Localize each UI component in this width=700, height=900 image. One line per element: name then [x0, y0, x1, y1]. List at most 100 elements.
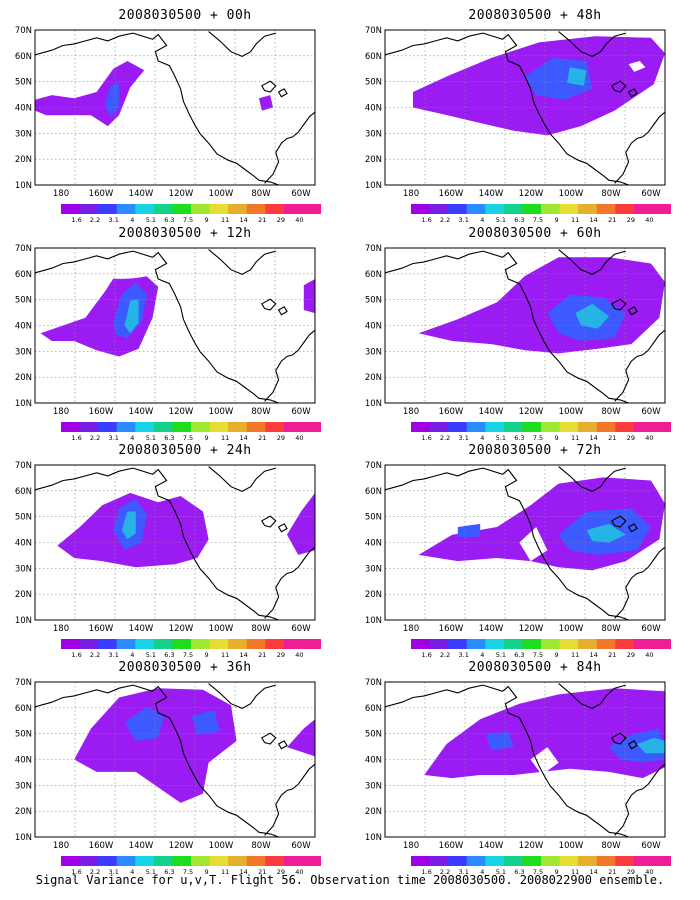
lon-tick-label: 100W	[559, 841, 584, 851]
lon-tick-label: 120W	[519, 624, 544, 634]
colorbar-swatch	[652, 856, 671, 866]
colorbar-swatch	[283, 639, 303, 649]
lon-tick-label: 140W	[479, 189, 504, 199]
colorbar-label: 29	[277, 651, 285, 659]
colorbar-swatch	[228, 422, 248, 432]
lon-tick-label: 80W	[601, 189, 621, 199]
colorbar-swatch	[448, 422, 468, 432]
forecast-panel: 2008030500 + 60h 10N 20N 30N 40N 50N 60N 70N 180…	[365, 226, 700, 442]
lon-tick-label: 120W	[169, 189, 194, 199]
colorbar-label: 29	[627, 651, 635, 659]
map-frame	[34, 29, 316, 186]
colorbar-label: 40	[295, 434, 303, 442]
lon-tick-label: 80W	[251, 407, 271, 417]
low-variance-gap	[628, 61, 646, 72]
colorbar-label: 4	[130, 434, 134, 442]
colorbar-label: 9	[205, 216, 209, 224]
panel-map-svg: 10N 20N 30N 40N 50N 60N 70N 180 160W 140W 120W 100W…	[15, 461, 321, 659]
colorbar-swatch	[283, 856, 303, 866]
lon-tick-label: 100W	[209, 189, 234, 199]
colorbar-swatch	[503, 856, 523, 866]
low-variance-gap	[57, 250, 164, 279]
colorbar-label: 11	[221, 216, 229, 224]
colorbar-swatch	[541, 422, 560, 432]
map-area: 10N 20N 30N 40N 50N 60N 70N 180 160W 140W 120W 100W…	[365, 461, 666, 634]
colorbar-label: 7.5	[533, 868, 543, 876]
forecast-panel: 2008030500 + 12h 10N 20N 30N 40N 50N 60N 70N 180…	[15, 226, 370, 442]
lon-tick-label: 120W	[169, 624, 194, 634]
lat-tick-label: 10N	[365, 399, 382, 409]
colorbar-label: 4	[130, 868, 134, 876]
lat-tick-label: 20N	[365, 155, 382, 165]
colorbar-swatch	[246, 639, 266, 649]
lat-tick-label: 20N	[15, 807, 32, 817]
lon-tick-label: 160W	[89, 407, 114, 417]
colorbar-label: 2.2	[440, 434, 450, 442]
lon-tick-label: 80W	[251, 624, 271, 634]
colorbar-swatch	[485, 204, 505, 214]
colorbar-label: 14	[590, 651, 598, 659]
lat-tick-label: 40N	[365, 756, 382, 766]
colorbar-swatch	[596, 639, 616, 649]
colorbar-label: 2.2	[90, 434, 100, 442]
lat-tick-label: 50N	[15, 78, 32, 88]
colorbar-label: 21	[258, 651, 266, 659]
colorbar-label: 11	[571, 651, 579, 659]
colorbar-label: 1.6	[421, 868, 431, 876]
colorbar-swatch	[135, 422, 155, 432]
lon-tick-label: 80W	[601, 407, 621, 417]
lon-tick-label: 140W	[479, 841, 504, 851]
panel-map-svg: 10N 20N 30N 40N 50N 60N 70N 180 160W 140W 120W 100W…	[15, 678, 321, 876]
colorbar-swatch	[503, 204, 523, 214]
colorbar-label: 40	[645, 868, 653, 876]
colorbar-swatch	[503, 639, 523, 649]
colorbar-label: 3.1	[459, 651, 469, 659]
colorbar-swatch	[615, 204, 635, 214]
colorbar-swatch	[429, 422, 449, 432]
colorbar-swatch	[116, 422, 136, 432]
lat-tick-label: 30N	[365, 781, 382, 791]
panel-map-svg: 10N 20N 30N 40N 50N 60N 70N 180 160W 140W 120W 100W…	[365, 461, 671, 659]
lat-tick-label: 60N	[15, 270, 32, 280]
colorbar-label: 7.5	[533, 216, 543, 224]
colorbar-swatch	[191, 422, 210, 432]
colorbar-label: 5.1	[146, 216, 156, 224]
lat-tick-label: 20N	[365, 373, 382, 383]
colorbar-label: 6.3	[514, 868, 524, 876]
colorbar-label: 9	[205, 651, 209, 659]
colorbar: 1.6 2.2 3.1 4 5.1 6.3 7.5 9 11 14 21 29 40	[61, 639, 321, 659]
lat-tick-label: 30N	[365, 129, 382, 139]
colorbar-swatch	[615, 422, 635, 432]
lon-tick-label: 120W	[519, 407, 544, 417]
lon-tick-label: 140W	[479, 407, 504, 417]
colorbar-swatch	[522, 856, 542, 866]
colorbar-swatch	[503, 422, 523, 432]
map-area: 10N 20N 30N 40N 50N 60N 70N 180 160W 140W 120W 100W…	[15, 26, 316, 199]
map-area: 10N 20N 30N 40N 50N 60N 70N 180 160W 140W 120W 100W…	[365, 244, 666, 417]
variance-contour-low	[287, 719, 315, 757]
colorbar-label: 4	[480, 216, 484, 224]
lon-tick-label: 180	[403, 189, 419, 199]
colorbar-swatch	[116, 639, 136, 649]
lat-tick-label: 70N	[365, 461, 382, 471]
map-frame	[384, 29, 666, 186]
colorbar-swatch	[448, 204, 468, 214]
colorbar-swatch	[283, 422, 303, 432]
colorbar: 1.6 2.2 3.1 4 5.1 6.3 7.5 9 11 14 21 29 40	[61, 204, 321, 224]
lat-tick-label: 40N	[365, 104, 382, 114]
variance-contour-low	[303, 279, 315, 314]
colorbar-label: 9	[555, 868, 559, 876]
colorbar-swatch	[411, 856, 430, 866]
colorbar-swatch	[559, 422, 579, 432]
colorbar-swatch	[559, 856, 579, 866]
colorbar-label: 7.5	[183, 651, 193, 659]
colorbar-label: 6.3	[164, 868, 174, 876]
colorbar-label: 11	[571, 434, 579, 442]
lat-tick-label: 30N	[15, 129, 32, 139]
colorbar-swatch	[633, 422, 653, 432]
variance-contour-low	[424, 688, 665, 779]
coastline	[35, 31, 315, 185]
colorbar-swatch	[61, 639, 80, 649]
colorbar-swatch	[429, 639, 449, 649]
colorbar-swatch	[652, 639, 671, 649]
